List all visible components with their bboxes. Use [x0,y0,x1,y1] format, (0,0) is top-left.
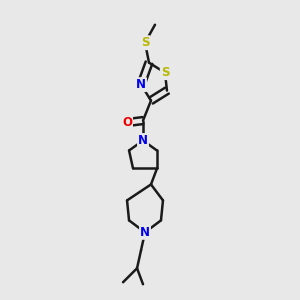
Text: S: S [141,36,149,49]
Text: O: O [122,116,132,129]
Text: N: N [140,226,150,239]
Text: N: N [136,78,146,91]
Text: N: N [138,134,148,147]
Text: S: S [161,66,169,79]
